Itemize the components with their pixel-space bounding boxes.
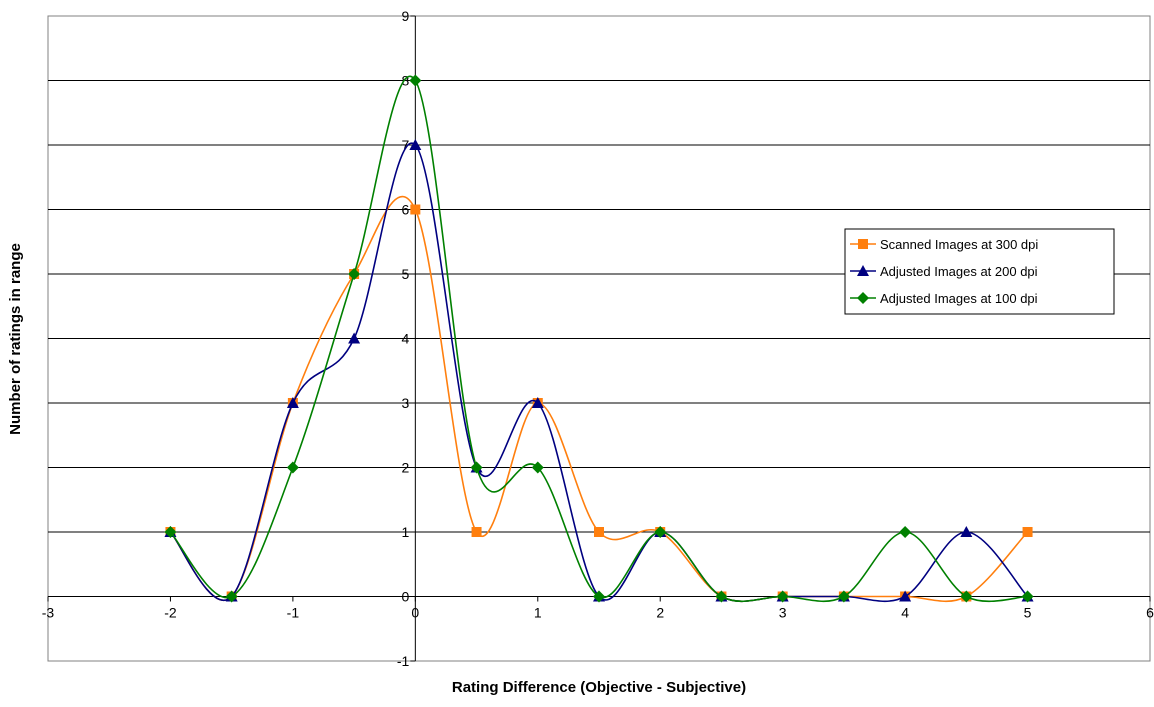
x-tick-label: 4 [901,605,909,621]
y-tick-label: 9 [402,8,410,24]
data-point [593,590,605,603]
legend-entry: Scanned Images at 300 dpi [850,237,1038,252]
y-tick-label: 4 [402,331,410,347]
data-point [225,590,238,603]
legend-label: Adjusted Images at 200 dpi [880,264,1038,279]
data-point [410,204,421,215]
data-point [286,397,299,408]
x-tick-label: -2 [164,605,177,621]
legend-label: Scanned Images at 300 dpi [880,237,1038,252]
legend-label: Adjusted Images at 100 dpi [880,291,1038,306]
data-point [960,590,973,603]
data-point [776,590,789,603]
data-point [164,526,177,538]
x-tick-label: 2 [656,605,664,621]
data-point [409,139,422,150]
y-tick-label: 0 [402,589,410,605]
data-point [531,461,544,474]
x-tick-label: 1 [534,605,542,621]
data-point [837,590,850,603]
x-tick-label: -3 [42,605,55,621]
data-point [471,527,482,537]
data-point [348,268,361,280]
x-tick-label: 6 [1146,605,1154,621]
x-tick-label: 5 [1024,605,1032,621]
data-point [348,332,361,344]
legend-entry: Adjusted Images at 100 dpi [850,291,1038,306]
series-layer [164,74,1034,603]
y-tick-label: 6 [402,202,410,218]
x-axis-label: Rating Difference (Objective - Subjectiv… [452,679,746,696]
y-tick-label: 3 [402,395,410,411]
legend-entry: Adjusted Images at 200 dpi [850,264,1038,279]
legend-marker [858,239,868,249]
x-tick-labels: -3 -2 -1 0 1 2 3 4 5 6 [42,596,1154,621]
data-point [715,590,728,603]
data-point [594,527,604,537]
data-point [409,74,422,87]
data-point [470,461,483,474]
data-point [960,526,973,537]
y-tick-label: 1 [402,524,410,540]
y-tick-label: 2 [402,460,410,476]
data-point [286,461,299,474]
data-point [1021,590,1034,603]
y-axis-label: Number of ratings in range [7,243,24,435]
data-point [1022,527,1033,537]
legend-marker [857,265,869,276]
y-tick-label: -1 [397,653,410,669]
x-tick-label: -1 [287,605,300,621]
x-tick-label: 0 [411,605,419,621]
y-tick-label: 8 [402,73,410,89]
data-point [899,590,912,602]
data-point [531,397,544,408]
y-tick-labels: -1 0 1 2 3 4 5 6 7 8 9 [397,8,416,669]
legend-box [844,228,1115,315]
series-3 [164,74,1034,603]
x-tick-label: 3 [779,605,787,621]
legend: Scanned Images at 300 dpi Adjusted Images… [844,228,1115,315]
y-tick-label: 5 [402,266,410,282]
data-point [899,526,912,538]
y-tick-label: 7 [402,137,410,153]
legend-marker [857,292,869,304]
data-point [654,526,667,538]
